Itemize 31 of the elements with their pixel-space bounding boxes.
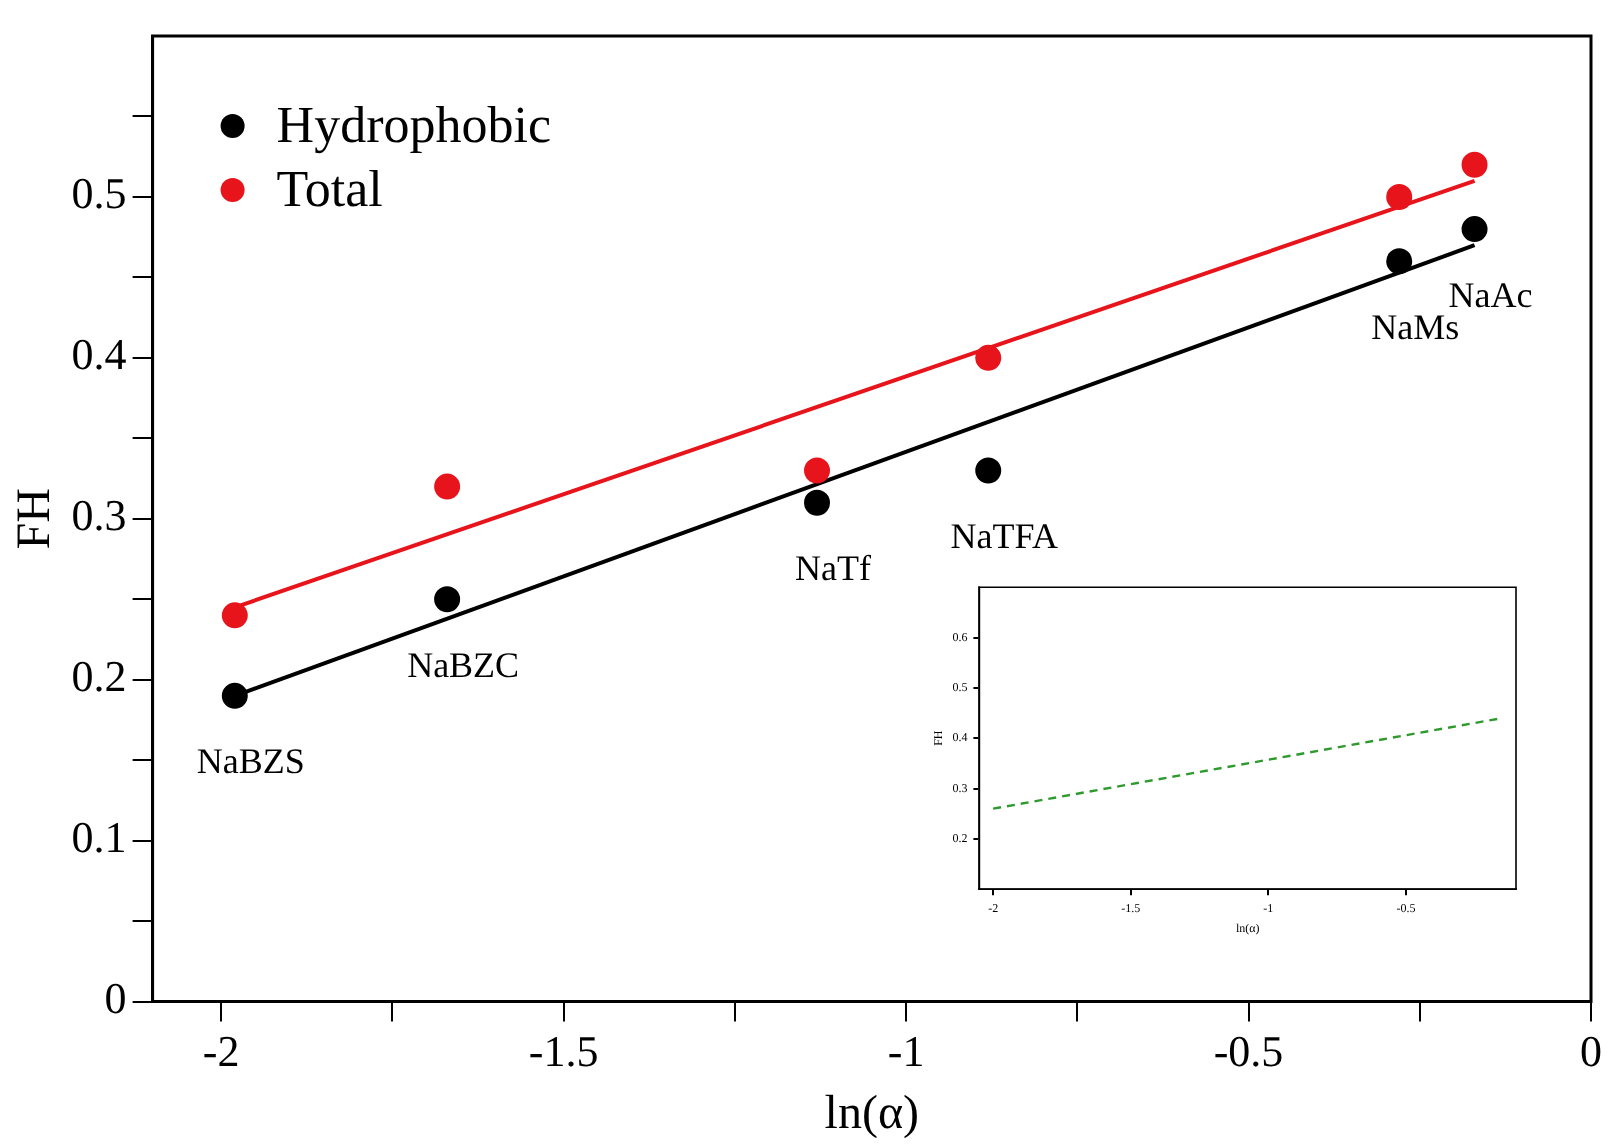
y-tick-label: 0.3 — [71, 490, 127, 541]
annotation: NaTf — [795, 548, 871, 589]
x-tick-label: -1.5 — [528, 1025, 599, 1076]
y-axis-title: FH — [9, 488, 62, 550]
annotation: NaBZC — [407, 644, 520, 685]
x-tick-label: -0.5 — [1213, 1025, 1284, 1076]
point — [975, 344, 1002, 371]
x-tick-label: -1 — [887, 1025, 925, 1076]
point — [221, 682, 248, 709]
point — [1386, 248, 1413, 275]
point — [1386, 183, 1413, 210]
annotation: NaBZS — [196, 741, 305, 782]
x-axis-title: ln(α) — [824, 1087, 920, 1140]
point — [221, 602, 248, 629]
point — [804, 457, 830, 484]
point — [975, 457, 1002, 484]
x-tick-label: 0 — [1580, 1025, 1602, 1076]
annotation: NaTFA — [950, 515, 1058, 556]
point — [434, 586, 461, 613]
legend-label: Hydrophobic — [276, 95, 552, 154]
legend-label: Total — [276, 159, 383, 218]
x-tick-label: -2 — [202, 1025, 240, 1076]
point — [434, 473, 461, 500]
y-tick-label: 0.4 — [71, 329, 127, 380]
y-tick-label: 0 — [104, 973, 127, 1024]
y-tick-label: 0.2 — [71, 651, 127, 702]
point — [1461, 216, 1488, 243]
y-tick-label: 0.5 — [71, 168, 127, 219]
y-tick-label: 0.1 — [71, 812, 127, 863]
point — [1461, 151, 1488, 178]
point — [804, 489, 830, 516]
